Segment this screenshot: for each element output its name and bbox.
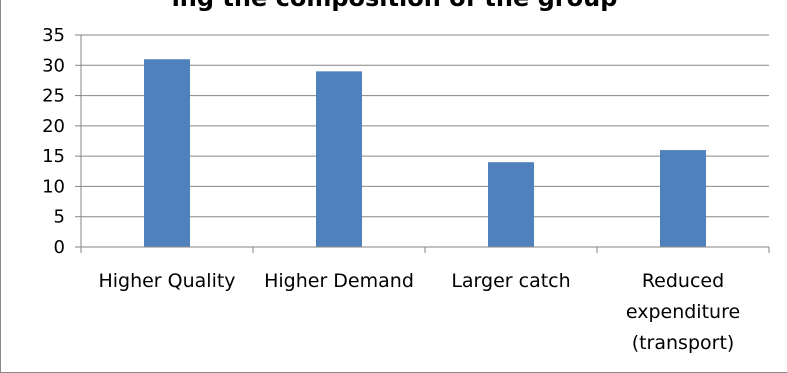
x-tick-label: Larger catch	[451, 270, 570, 292]
x-tick-label: Higher Quality	[98, 270, 235, 292]
y-tick-label: 25	[42, 86, 65, 107]
x-tick-labels: Higher Quality Higher Demand Larger catch R…	[98, 270, 740, 354]
chart-title: ing the composition of the group	[1, 0, 787, 10]
bar	[144, 59, 190, 247]
x-tick-label: Reduced expenditure (transport)	[626, 270, 740, 354]
bar	[660, 150, 706, 247]
x-tick-label-line: Reduced	[642, 270, 724, 292]
y-tick-label: 0	[54, 237, 65, 258]
y-tick-label: 5	[54, 207, 65, 228]
y-tick-label: 30	[42, 55, 65, 76]
bars	[144, 59, 706, 247]
axes	[75, 34, 770, 253]
y-tick-label: 35	[42, 25, 65, 46]
bar	[316, 71, 362, 247]
bar	[488, 162, 534, 247]
y-tick-labels: 0 5 10 15 20 25 30 35	[42, 25, 65, 258]
y-tick-label: 15	[42, 146, 65, 167]
x-tick-label-line: (transport)	[632, 332, 735, 354]
x-tick-label-line: Higher Quality	[98, 270, 235, 292]
y-tick-label: 20	[42, 116, 65, 137]
grid-lines	[81, 34, 769, 218]
x-tick-label-line: Larger catch	[451, 270, 570, 292]
x-tick-label-line: expenditure	[626, 301, 740, 323]
x-tick-label-line: Higher Demand	[264, 270, 414, 292]
x-tick-label: Higher Demand	[264, 270, 414, 292]
y-tick-label: 10	[42, 176, 65, 197]
